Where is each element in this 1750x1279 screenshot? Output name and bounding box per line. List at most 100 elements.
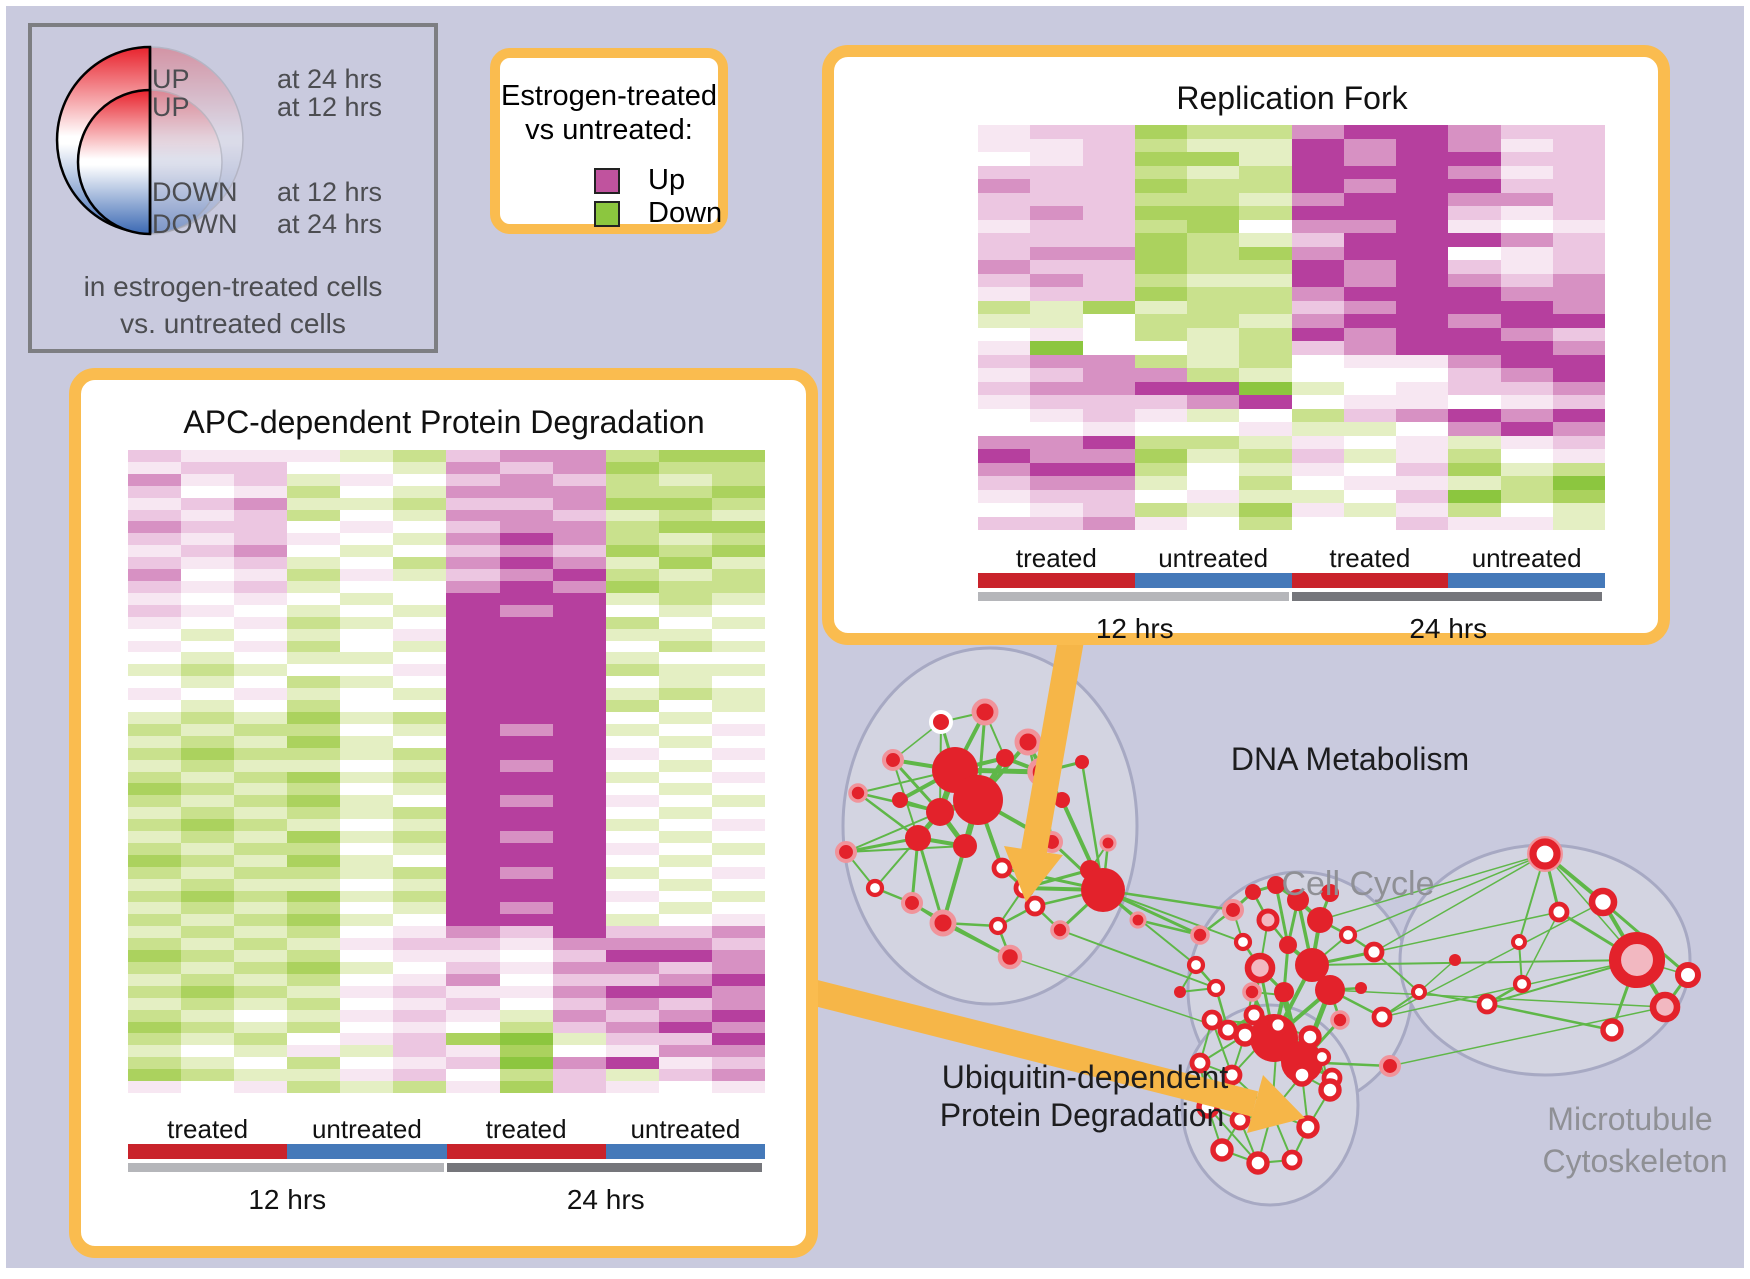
heatmap-cell — [1448, 381, 1501, 395]
heatmap-cell — [1500, 408, 1553, 422]
heatmap-cell — [234, 497, 288, 510]
heatmap-cell — [1448, 287, 1501, 301]
heatmap-cell — [1291, 435, 1344, 449]
heatmap-cell — [287, 1009, 341, 1022]
heatmap-cell — [658, 962, 712, 974]
heatmap-cell — [234, 569, 288, 581]
heatmap-cell — [128, 700, 182, 712]
heatmap-cell — [287, 604, 341, 617]
heatmap-cell — [340, 580, 394, 593]
heatmap-cell — [234, 962, 288, 974]
heatmap-cell — [234, 795, 288, 808]
heatmap-cell — [393, 926, 447, 939]
heatmap-cell — [446, 497, 500, 510]
heatmap-cell — [1396, 138, 1449, 152]
heatmap-cell — [128, 628, 182, 641]
heatmap-cell — [1239, 300, 1292, 314]
heatmap-cell — [1134, 206, 1187, 220]
heatmap-cell — [181, 807, 235, 820]
heatmap-cell — [1082, 165, 1135, 179]
heatmap-cell — [978, 516, 1031, 530]
heatmap-cell — [1343, 273, 1396, 287]
heatmap-cell — [128, 580, 182, 593]
heatmap-cell — [181, 759, 235, 772]
heatmap-cell — [1291, 422, 1344, 436]
gene-node-white-center — [988, 916, 1008, 936]
heatmap-cell — [1239, 435, 1292, 449]
gene-node-white-center — [1221, 1064, 1243, 1086]
heatmap-cell — [1030, 287, 1083, 301]
heatmap-cell — [1239, 179, 1292, 193]
heatmap-cell — [499, 902, 553, 915]
heatmap-cell — [658, 890, 712, 903]
network-edge — [1102, 889, 1244, 943]
heatmap-cell — [446, 1045, 500, 1058]
heatmap-cell — [446, 450, 500, 462]
heatmap-cell — [711, 485, 765, 498]
heatmap-cell — [552, 771, 606, 784]
heatmap-cell — [340, 521, 394, 534]
network-edge — [1137, 918, 1201, 937]
heatmap-cell — [234, 914, 288, 927]
heatmap-cell — [1500, 152, 1553, 166]
gene-node-white-center — [1233, 932, 1253, 952]
heatmap-cell — [1552, 233, 1605, 247]
heatmap-cell — [552, 533, 606, 546]
heatmap-cell — [446, 723, 500, 736]
heatmap-cell — [1343, 219, 1396, 233]
network-edge — [1486, 1002, 1613, 1032]
gene-node-solid — [1287, 889, 1309, 911]
heatmap-cell — [128, 866, 182, 879]
heatmap-cell — [393, 652, 447, 665]
heatmap-cell — [1291, 152, 1344, 166]
heatmap-cell — [658, 1081, 712, 1093]
heatmap-cell — [181, 533, 235, 546]
heatmap-cell — [552, 819, 606, 832]
network-edge — [845, 811, 941, 853]
gene-node-pink-halo — [1378, 1054, 1402, 1078]
gene-node-solid — [996, 749, 1014, 767]
heatmap-cell — [1082, 381, 1135, 395]
heatmap-cell — [499, 1009, 553, 1022]
heatmap-cell — [1239, 192, 1292, 206]
heatmap-cell — [1396, 503, 1449, 517]
heatmap-cell — [1396, 314, 1449, 328]
heatmap-cell — [1552, 381, 1605, 395]
heatmap-cell — [978, 354, 1031, 368]
heatmap-cell — [658, 509, 712, 522]
heatmap-cell — [181, 497, 235, 510]
heatmap-cell — [1082, 354, 1135, 368]
heatmap-cell — [1396, 489, 1449, 503]
gene-node-white-halo — [929, 710, 953, 734]
condition-label: untreated — [1471, 543, 1582, 573]
heatmap-cell — [340, 1009, 394, 1022]
heatmap-cell — [128, 938, 182, 951]
heatmap-cell — [340, 747, 394, 760]
heatmap-cell — [711, 676, 765, 689]
heatmap-cell — [287, 521, 341, 534]
heatmap-cell — [446, 473, 500, 486]
heatmap-cell — [1187, 300, 1240, 314]
heatmap-cell — [234, 557, 288, 570]
heatmap-cell — [1500, 354, 1553, 368]
heatmap-cell — [446, 878, 500, 891]
heatmap-cell — [287, 497, 341, 510]
heatmap-cell — [499, 676, 553, 689]
heatmap-cell — [1343, 354, 1396, 368]
heatmap-cell — [605, 973, 659, 986]
heatmap-cell — [978, 125, 1031, 139]
heatmap-cell — [393, 795, 447, 808]
heatmap-cell — [128, 902, 182, 915]
heatmap-cell — [499, 700, 553, 712]
heatmap-cell — [605, 771, 659, 784]
heatmap-cell — [711, 664, 765, 677]
network-edge — [1373, 911, 1560, 953]
condition-bar — [1134, 573, 1292, 588]
heatmap-cell — [1134, 287, 1187, 301]
heatmap-cell — [181, 628, 235, 641]
heatmap-cell — [393, 461, 447, 474]
heatmap-cell — [1239, 125, 1292, 139]
heatmap-cell — [552, 938, 606, 951]
heatmap-cell — [1343, 435, 1396, 449]
heatmap-cell — [1030, 260, 1083, 274]
